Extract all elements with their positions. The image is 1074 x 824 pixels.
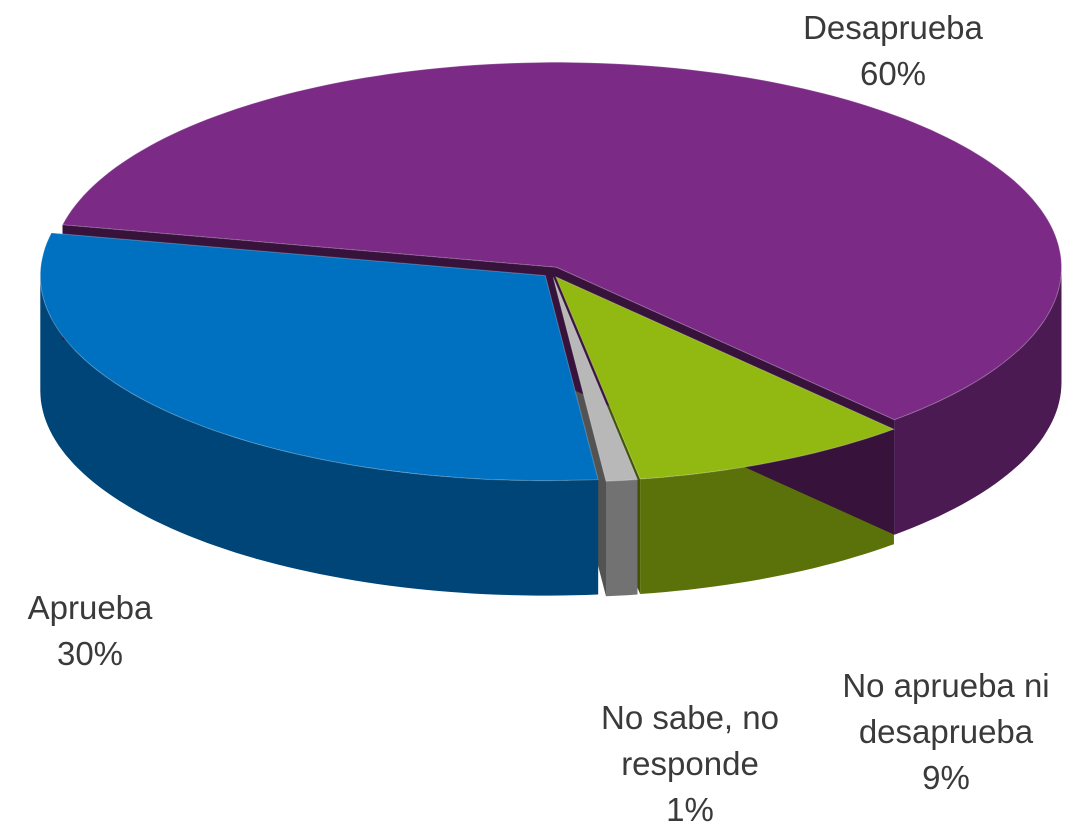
slice-side <box>40 275 599 596</box>
value-label: 60% <box>859 55 927 92</box>
slice-label: No sabe, no responde 1% <box>570 695 810 824</box>
slice-label: Desaprueba 60% <box>763 5 1023 97</box>
value-label: 30% <box>56 635 124 672</box>
slice-side <box>606 479 638 597</box>
slice-side <box>894 267 1062 535</box>
slice-label: Aprueba 30% <box>0 585 180 677</box>
category-label: Desaprueba <box>803 9 983 46</box>
value-label: 9% <box>922 759 970 796</box>
slice-label: No aprueba ni desaprueba 9% <box>815 663 1074 801</box>
value-label: 1% <box>666 791 714 824</box>
category-label: No sabe, no responde <box>601 699 779 782</box>
slice <box>39 232 599 482</box>
slice <box>554 275 896 480</box>
category-label: No aprueba ni desaprueba <box>842 667 1050 750</box>
slice <box>552 277 639 482</box>
category-label: Aprueba <box>27 589 153 626</box>
slice <box>61 61 1062 421</box>
